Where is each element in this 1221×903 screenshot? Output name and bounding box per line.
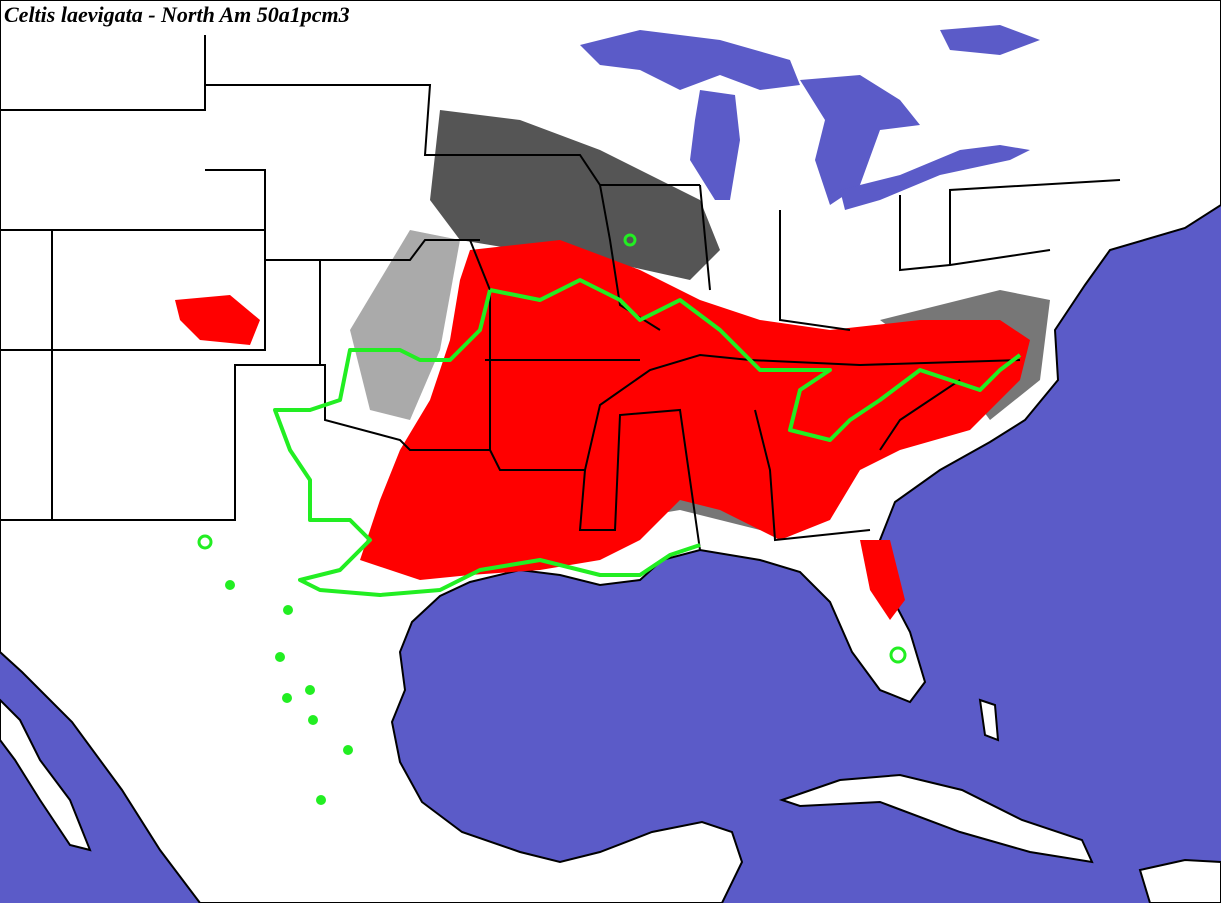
range-point	[197, 534, 213, 550]
lake-huron	[800, 75, 920, 205]
range-area	[360, 240, 1030, 580]
range-point	[623, 233, 637, 247]
range-area	[175, 295, 260, 345]
range-point	[305, 685, 315, 695]
state-borders	[0, 35, 1121, 551]
lake-superior	[580, 30, 800, 90]
border	[0, 35, 1121, 551]
range-point	[282, 693, 292, 703]
range-point	[343, 745, 353, 755]
range-point	[283, 605, 293, 615]
island	[1138, 858, 1221, 903]
predicted-range	[175, 240, 1030, 620]
shading	[430, 110, 720, 280]
great-lakes	[580, 25, 1040, 210]
land	[0, 698, 92, 852]
island	[978, 698, 1000, 742]
range-point	[225, 580, 235, 590]
map-title: Celtis laevigata - North Am 50a1pcm3	[4, 2, 350, 27]
range-point	[889, 646, 907, 664]
lake-erie	[840, 145, 1030, 210]
range-area	[860, 540, 905, 620]
lake-michigan	[690, 90, 740, 200]
range-point	[275, 652, 285, 662]
range-point	[316, 795, 326, 805]
range-outline	[273, 278, 1022, 597]
observed-range	[197, 233, 1022, 805]
range-point	[308, 715, 318, 725]
lake-ontario	[940, 25, 1040, 55]
island	[778, 773, 1094, 864]
shading	[350, 230, 460, 420]
